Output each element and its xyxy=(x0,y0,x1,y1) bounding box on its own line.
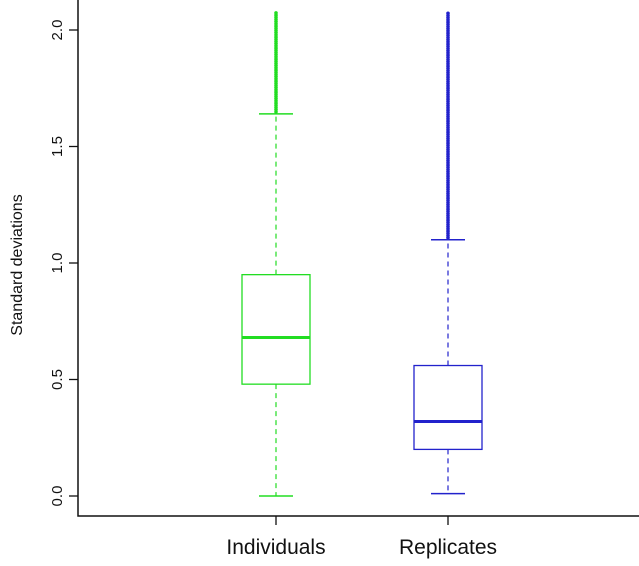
y-tick-label: 0.0 xyxy=(49,486,66,507)
y-tick-label: 0.5 xyxy=(49,369,66,390)
boxes xyxy=(241,11,483,497)
y-tick-label: 1.5 xyxy=(49,136,66,157)
x-category-label: Replicates xyxy=(399,536,497,559)
box-replicates xyxy=(413,11,483,495)
outliers xyxy=(446,11,450,240)
plot-frame xyxy=(77,0,639,517)
iqr-box xyxy=(413,364,483,451)
axes: 0.0 0.5 1.0 1.5 2.0 xyxy=(49,0,639,525)
y-axis-label: Standard deviations xyxy=(9,194,26,335)
outlier-point xyxy=(274,11,278,15)
box-individuals xyxy=(241,11,311,497)
outlier-point xyxy=(446,11,450,16)
y-tick-label: 1.0 xyxy=(49,253,66,274)
x-category-label: Individuals xyxy=(226,536,325,559)
labels: Standard deviations Individuals Replicates xyxy=(9,194,497,559)
iqr-box xyxy=(241,273,311,385)
y-tick-label: 2.0 xyxy=(49,20,66,41)
outliers xyxy=(274,11,278,114)
